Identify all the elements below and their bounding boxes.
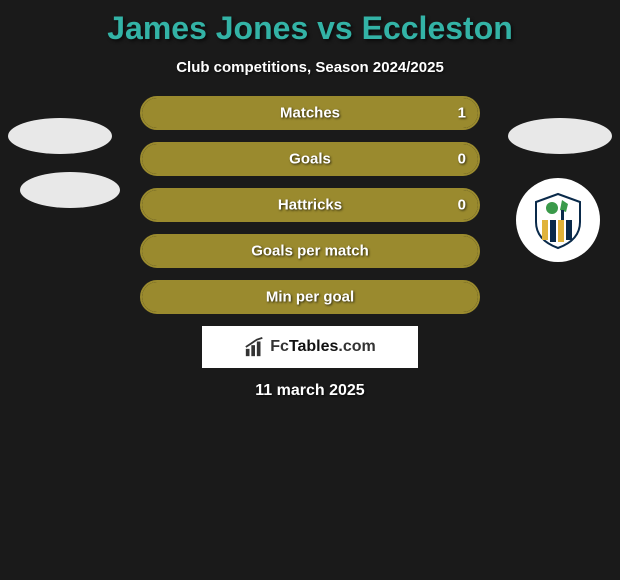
page-title: James Jones vs Eccleston	[0, 10, 620, 47]
bar-chart-icon	[244, 336, 266, 358]
brand-text: FcTables.com	[270, 338, 376, 356]
stat-row-hattricks: Hattricks 0	[140, 188, 480, 222]
date-text: 11 march 2025	[0, 382, 620, 400]
stat-right-value: 0	[458, 151, 466, 168]
stat-label: Matches	[280, 105, 340, 122]
player1-avatar-placeholder	[8, 118, 112, 154]
stat-row-matches: Matches 1	[140, 96, 480, 130]
stat-fill-left	[142, 144, 310, 174]
stat-row-goals: Goals 0	[140, 142, 480, 176]
player2-club-crest	[516, 178, 600, 262]
comparison-card: James Jones vs Eccleston Club competitio…	[0, 0, 620, 400]
stat-right-value: 0	[458, 197, 466, 214]
brand-prefix: Fc	[270, 338, 289, 355]
stat-label: Hattricks	[278, 197, 342, 214]
stats-list: Matches 1 Goals 0 Hattricks 0 Goals per …	[140, 96, 480, 314]
stat-right-value: 1	[458, 105, 466, 122]
player1-club-placeholder	[20, 172, 120, 208]
brand-suffix: .com	[338, 338, 375, 355]
stat-row-min-per-goal: Min per goal	[140, 280, 480, 314]
page-subtitle: Club competitions, Season 2024/2025	[0, 59, 620, 76]
stat-fill-right	[310, 144, 478, 174]
stat-label: Goals	[289, 151, 331, 168]
stat-label: Goals per match	[251, 243, 369, 260]
brand-bold: Tables	[289, 338, 339, 355]
brand-link[interactable]: FcTables.com	[202, 326, 418, 368]
stat-row-goals-per-match: Goals per match	[140, 234, 480, 268]
player2-avatar-placeholder	[508, 118, 612, 154]
stat-label: Min per goal	[266, 289, 354, 306]
shield-icon	[528, 190, 588, 250]
